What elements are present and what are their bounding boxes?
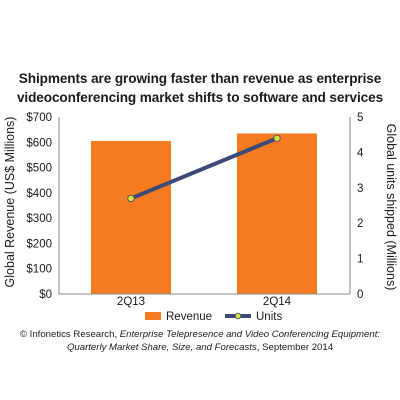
revenue-bar-2Q14 — [237, 133, 317, 294]
x-axis-category-label: 2Q14 — [263, 296, 292, 308]
y-axis-tick-label: $500 — [26, 163, 52, 175]
x-axis-tick-labels: 2Q13 2Q14 — [117, 296, 292, 308]
y2-axis-tick-label: 3 — [357, 183, 363, 195]
y-axis-tick-label: $400 — [26, 188, 52, 200]
y2-axis-tick-labels: 0 1 2 3 4 5 — [357, 112, 364, 301]
chart-title: Shipments are growing faster than revenu… — [0, 69, 400, 107]
y2-axis-tick-label: 4 — [357, 147, 364, 159]
source-suffix: , September 2014 — [256, 341, 334, 353]
units-line — [129, 136, 279, 201]
source-report-title-part-2: Quarterly Market Share, Size, and Foreca… — [66, 341, 257, 353]
y-axis-tick-label: $0 — [39, 289, 52, 301]
y-axis-title: Global Revenue (US$ Millions) — [3, 117, 17, 288]
source-report-title-part-1: Enterprise Telepresence and Video Confer… — [119, 329, 381, 340]
y-axis-tick-label: $300 — [26, 213, 52, 225]
revenue-bar-2Q13 — [91, 141, 171, 294]
legend-revenue-label: Revenue — [166, 311, 212, 323]
y-axis-tick-label: $700 — [26, 112, 52, 124]
source-line-1: © Infonetics Research, Enterprise Telepr… — [0, 329, 400, 342]
y2-axis-tick-label: 5 — [357, 112, 363, 124]
legend: Revenue Units — [145, 311, 282, 323]
revenue-bars — [91, 133, 317, 294]
y2-axis-tick-label: 2 — [357, 218, 363, 230]
y2-axis-tick-label: 0 — [357, 289, 363, 301]
source-line-2: Quarterly Market Share, Size, and Foreca… — [0, 342, 400, 355]
legend-revenue-swatch — [145, 312, 161, 320]
legend-units-label: Units — [256, 311, 282, 323]
legend-units-swatch-marker — [234, 312, 242, 320]
y2-axis-title: Global units shipped (Millions) — [384, 124, 398, 291]
source-note: © Infonetics Research, Enterprise Telepr… — [0, 329, 400, 354]
source-prefix: © Infonetics Research, — [19, 329, 120, 340]
y-axis-tick-labels: $0 $100 $200 $300 $400 $500 $600 $700 — [26, 112, 52, 301]
y2-axis-tick-label: 1 — [357, 254, 363, 266]
units-point-2Q13 — [127, 194, 135, 203]
units-point-2Q14 — [273, 134, 281, 142]
chart-title-line-1: Shipments are growing faster than revenu… — [18, 71, 382, 86]
y-axis-tick-label: $600 — [26, 137, 52, 149]
chart-title-line-2: videoconferencing market shifts to softw… — [16, 90, 384, 105]
y-axis-tick-label: $200 — [26, 238, 52, 250]
units-line-series — [127, 134, 281, 203]
x-axis-category-label: 2Q13 — [117, 296, 145, 308]
y-axis-tick-label: $100 — [26, 264, 52, 276]
